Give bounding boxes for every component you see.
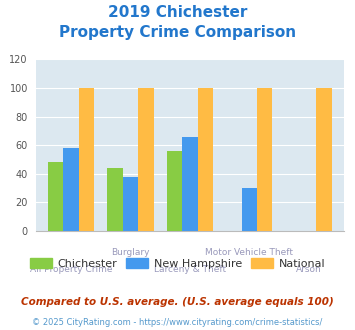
Bar	[198, 88, 213, 231]
Bar	[138, 88, 154, 231]
Bar	[64, 148, 79, 231]
Text: 2019 Chichester: 2019 Chichester	[108, 5, 247, 20]
Text: Burglary: Burglary	[111, 248, 150, 257]
Text: Larceny & Theft: Larceny & Theft	[154, 265, 226, 274]
Text: Arson: Arson	[296, 265, 322, 274]
Bar	[257, 88, 273, 231]
Bar	[182, 137, 198, 231]
Bar	[242, 188, 257, 231]
Bar	[167, 151, 182, 231]
Text: © 2025 CityRating.com - https://www.cityrating.com/crime-statistics/: © 2025 CityRating.com - https://www.city…	[32, 318, 323, 327]
Text: Property Crime Comparison: Property Crime Comparison	[59, 25, 296, 40]
Bar	[107, 168, 123, 231]
Legend: Chichester, New Hampshire, National: Chichester, New Hampshire, National	[25, 254, 330, 273]
Text: Motor Vehicle Theft: Motor Vehicle Theft	[205, 248, 293, 257]
Bar	[79, 88, 94, 231]
Bar	[316, 88, 332, 231]
Bar	[123, 177, 138, 231]
Text: Compared to U.S. average. (U.S. average equals 100): Compared to U.S. average. (U.S. average …	[21, 297, 334, 307]
Text: All Property Crime: All Property Crime	[30, 265, 113, 274]
Bar	[48, 162, 64, 231]
